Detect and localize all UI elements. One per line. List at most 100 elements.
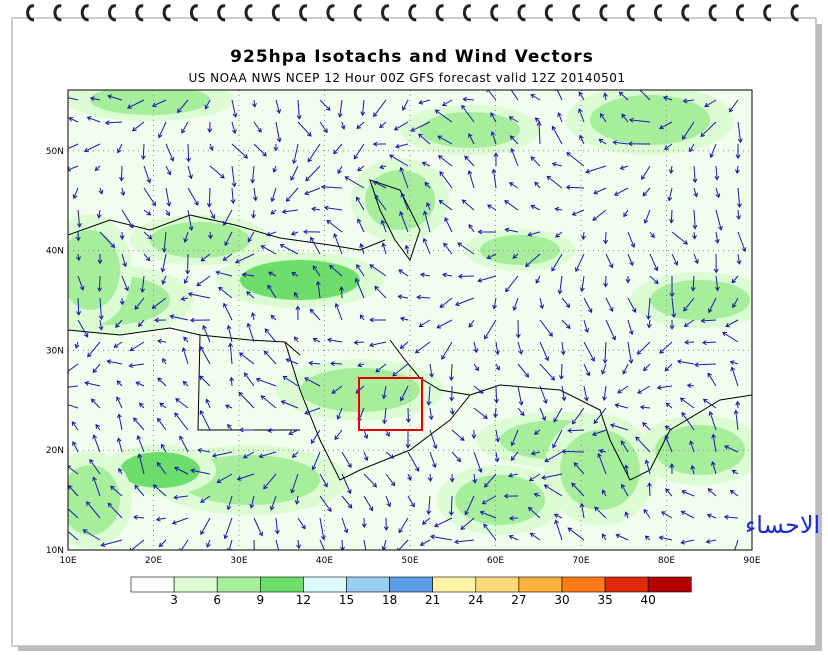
wind-vector: [434, 109, 453, 123]
wind-vector: [308, 360, 321, 366]
wind-vector: [359, 243, 365, 255]
wind-vector: [143, 231, 153, 240]
wind-vector: [639, 404, 651, 410]
ring: [681, 4, 690, 22]
colorbar-label: 24: [468, 593, 483, 607]
colorbar-label: 3: [170, 593, 178, 607]
wind-vector: [260, 245, 277, 255]
wind-vector: [473, 385, 484, 394]
wind-vector: [644, 459, 651, 475]
wind-vector: [243, 372, 255, 387]
wind-vector: [196, 275, 211, 287]
wind-vector: [680, 539, 695, 545]
wind-vector: [137, 453, 145, 475]
wind-vector: [158, 539, 167, 548]
wind-vector: [252, 187, 258, 202]
wind-vector: [328, 264, 343, 277]
wind-vector: [527, 231, 541, 237]
wind-vector: [530, 94, 541, 101]
wind-vector: [205, 398, 211, 409]
wind-vector: [737, 121, 743, 144]
wind-vector: [535, 275, 541, 284]
colorbar-swatch: [647, 576, 692, 593]
wind-vector: [561, 319, 571, 329]
wind-vector: [643, 209, 651, 224]
coastline: [68, 214, 386, 251]
wind-vector: [99, 231, 116, 249]
wind-vector: [448, 495, 454, 517]
wind-vector: [567, 527, 585, 541]
wind-vector: [646, 297, 651, 321]
wind-vector: [319, 99, 331, 111]
lon-label: 70E: [572, 556, 589, 566]
wind-vector: [398, 517, 409, 534]
wind-vector: [135, 381, 145, 387]
wind-vector: [553, 407, 563, 423]
wind-vector: [702, 398, 717, 409]
wind-vector: [407, 495, 415, 508]
wind-vector: [363, 473, 378, 488]
wind-vector: [605, 297, 614, 312]
wind-vector: [407, 473, 412, 481]
wind-vector: [508, 116, 519, 123]
watermark: براري الاحساء: [745, 511, 828, 539]
wind-vector: [260, 395, 277, 409]
wind-vector: [609, 423, 629, 431]
wind-vector: [490, 112, 497, 123]
ring: [108, 4, 117, 22]
wind-vector: [171, 517, 189, 525]
lon-label: 50E: [401, 556, 418, 566]
wind-vector: [737, 231, 747, 253]
wind-vector: [627, 141, 651, 147]
wind-vector: [116, 437, 123, 453]
wind-vector: [131, 121, 145, 132]
wind-vector: [574, 253, 585, 273]
wind-vector: [551, 253, 563, 272]
wind-vector: [662, 95, 673, 101]
wind-vector: [615, 533, 629, 541]
wind-vector: [385, 495, 392, 508]
wind-vector: [379, 164, 387, 170]
wind-vector: [642, 187, 651, 197]
wind-vector: [714, 231, 720, 244]
wind-vector: [625, 275, 631, 284]
wind-vector: [311, 451, 321, 471]
wind-vector: [151, 297, 167, 309]
lon-label: 80E: [658, 556, 675, 566]
wind-vector: [473, 407, 488, 420]
wind-vector: [492, 297, 498, 310]
wind-vector: [199, 345, 211, 365]
wind-vector: [602, 341, 608, 364]
border: [197, 334, 300, 431]
wind-vector: [341, 473, 352, 495]
wind-vector: [206, 187, 212, 208]
wind-vector: [90, 398, 101, 409]
wind-vector: [223, 302, 233, 321]
wind-vector: [77, 275, 85, 291]
wind-vector: [399, 341, 409, 350]
wind-vector: [140, 143, 146, 160]
wind-vector: [504, 227, 519, 233]
ring: [353, 4, 362, 22]
wind-vector: [134, 297, 145, 310]
wind-vector: [204, 99, 211, 110]
wind-vector: [334, 429, 343, 441]
colorbar-swatch: [346, 576, 390, 593]
wind-vector: [199, 375, 211, 387]
wind-vector: [464, 495, 475, 516]
wind-vector: [238, 391, 255, 409]
wind-vector: [224, 404, 233, 409]
wind-vector: [363, 451, 369, 462]
colorbar-label: 27: [511, 593, 526, 607]
wind-vector: [86, 116, 101, 123]
wind-vector: [92, 363, 101, 374]
wind-vector: [700, 121, 717, 138]
wind-vector: [215, 270, 233, 277]
wind-vector: [151, 99, 167, 108]
wind-vector: [613, 187, 629, 196]
ring: [626, 4, 635, 22]
wind-vector: [734, 165, 740, 175]
wind-vector: [211, 451, 233, 458]
wind-vector: [460, 517, 475, 530]
